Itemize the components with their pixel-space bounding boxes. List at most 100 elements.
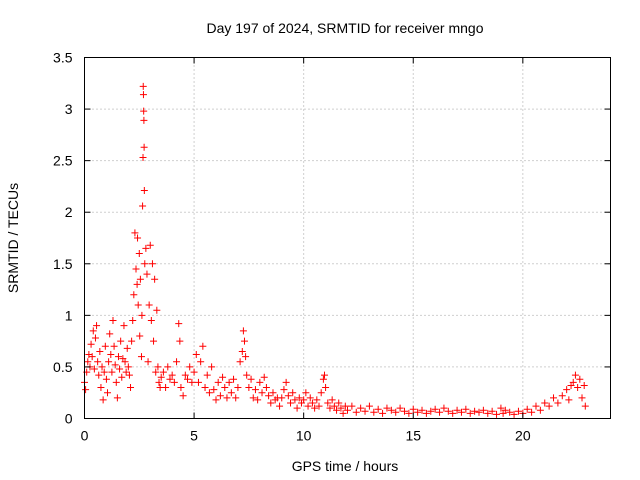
- data-point: [576, 375, 584, 383]
- data-point: [322, 384, 330, 392]
- data-point: [313, 396, 321, 404]
- data-point: [135, 249, 143, 257]
- data-point: [251, 386, 259, 394]
- data-point: [254, 396, 262, 404]
- data-point: [221, 384, 229, 392]
- data-point: [536, 406, 544, 414]
- data-point: [324, 399, 332, 407]
- chart-title: Day 197 of 2024, SRMTID for receiver mng…: [206, 20, 483, 36]
- data-point: [315, 402, 323, 410]
- data-point: [190, 368, 198, 376]
- data-point: [179, 392, 187, 400]
- data-point: [134, 301, 142, 309]
- data-point: [352, 408, 360, 416]
- data-point: [154, 363, 162, 371]
- data-point: [249, 394, 257, 402]
- data-point: [510, 410, 518, 418]
- data-point: [243, 371, 251, 379]
- data-point: [289, 389, 297, 397]
- data-point: [335, 399, 343, 407]
- data-point: [488, 407, 496, 415]
- data-point: [99, 396, 107, 404]
- data-point: [118, 373, 126, 381]
- data-point: [134, 234, 142, 242]
- data-point: [328, 396, 336, 404]
- data-point: [140, 116, 148, 124]
- data-point: [93, 322, 101, 330]
- data-point: [326, 404, 334, 412]
- data-point: [108, 368, 116, 376]
- data-point: [124, 363, 132, 371]
- data-point: [523, 405, 531, 413]
- data-point: [227, 389, 235, 397]
- data-point: [260, 373, 268, 381]
- data-point: [320, 371, 328, 379]
- data-point: [116, 365, 124, 373]
- data-point: [219, 373, 227, 381]
- y-tick-label: 0.5: [53, 359, 73, 375]
- data-point: [497, 404, 505, 412]
- data-point: [155, 378, 163, 386]
- data-point: [501, 406, 509, 414]
- data-point: [139, 91, 147, 99]
- data-point: [176, 337, 184, 345]
- data-point: [117, 337, 125, 345]
- data-point: [95, 371, 103, 379]
- data-point: [234, 384, 242, 392]
- data-point: [90, 365, 98, 373]
- data-point: [127, 384, 135, 392]
- grid-lines: [84, 57, 611, 419]
- data-point: [87, 340, 95, 348]
- data-point: [493, 410, 501, 418]
- data-point: [245, 384, 253, 392]
- data-point: [357, 404, 365, 412]
- x-tick-label: 20: [515, 428, 531, 444]
- data-point: [122, 368, 130, 376]
- data-point: [208, 363, 216, 371]
- data-point: [550, 394, 558, 402]
- data-point: [365, 402, 373, 410]
- data-point: [147, 317, 155, 325]
- data-point: [431, 405, 439, 413]
- data-point: [177, 384, 185, 392]
- data-point: [341, 402, 349, 410]
- data-point: [569, 378, 577, 386]
- data-point: [140, 107, 148, 115]
- data-point: [143, 270, 151, 278]
- data-point: [137, 353, 145, 361]
- data-point: [295, 394, 303, 402]
- data-point: [300, 396, 308, 404]
- data-point: [132, 265, 140, 273]
- data-point: [166, 375, 174, 383]
- data-point: [574, 384, 582, 392]
- y-tick-label: 2: [65, 204, 73, 220]
- data-point: [129, 317, 137, 325]
- data-point: [170, 378, 178, 386]
- axis-ticks: [84, 57, 611, 419]
- data-point: [98, 363, 106, 371]
- data-point: [141, 260, 149, 268]
- data-point: [239, 327, 247, 335]
- data-point: [225, 378, 233, 386]
- data-point: [278, 394, 286, 402]
- data-point: [205, 389, 213, 397]
- data-point: [287, 399, 295, 407]
- data-point: [267, 399, 275, 407]
- data-point: [269, 389, 277, 397]
- data-point: [418, 406, 426, 414]
- data-point: [558, 392, 566, 400]
- data-point: [197, 358, 205, 366]
- data-point: [262, 384, 270, 392]
- data-point: [138, 311, 146, 319]
- data-point: [148, 260, 156, 268]
- data-point: [453, 406, 461, 414]
- data-point: [152, 368, 160, 376]
- data-point: [427, 407, 435, 415]
- data-point: [157, 373, 165, 381]
- data-point: [479, 406, 487, 414]
- data-point: [436, 408, 444, 416]
- data-point: [232, 394, 240, 402]
- x-tick-label: 0: [81, 428, 89, 444]
- data-point: [337, 404, 345, 412]
- data-point: [319, 375, 327, 383]
